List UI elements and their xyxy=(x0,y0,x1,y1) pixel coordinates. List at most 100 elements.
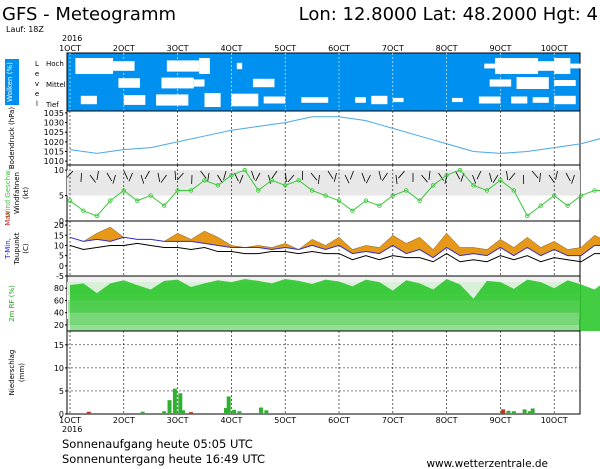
temp-axis-label-unit: (C) xyxy=(22,243,30,254)
wind-tick: 0 xyxy=(59,217,64,226)
wind-speed-point xyxy=(363,198,369,203)
wind-barb xyxy=(344,174,350,184)
time-axis-bottom: 1OCT 2OCT 3OCT 4OCT 5OCT 6OCT 7OCT 8OCT 9OCT 10OC… xyxy=(59,416,568,434)
temp-axis-label-max: Max xyxy=(4,211,12,225)
wind-barb xyxy=(123,170,129,180)
pressure-line xyxy=(69,116,600,154)
precip-bar xyxy=(140,411,145,414)
wind-axis-label-barbs: Windfahnen xyxy=(13,172,21,214)
cloud-block xyxy=(392,97,404,103)
cloud-block xyxy=(538,61,555,71)
pressure-tick: 1020 xyxy=(44,138,64,147)
cloud-block xyxy=(156,94,189,106)
wind-barb xyxy=(268,174,271,184)
precip-bar xyxy=(172,388,177,414)
wind-barb xyxy=(421,174,428,183)
cloud-block xyxy=(532,97,549,103)
precip-bar xyxy=(258,407,263,414)
pressure-tick: 1015 xyxy=(44,148,64,157)
wind-barb xyxy=(80,172,82,183)
temp-axis-label-dew: Taupunkt xyxy=(13,232,21,265)
precip-bar xyxy=(530,408,535,414)
cloud-block xyxy=(263,96,286,104)
wind-speed-point xyxy=(296,178,301,183)
time-label-bottom: 2OCT xyxy=(113,416,135,425)
wind-barb xyxy=(89,174,96,183)
wind-barb xyxy=(144,170,150,180)
time-label-top: 5OCT xyxy=(274,44,296,53)
cloud-level-label: Mittel xyxy=(46,81,66,89)
pressure-tick: 1010 xyxy=(44,157,64,166)
year-label-top: 2016 xyxy=(62,34,82,43)
wind-barb xyxy=(492,174,499,184)
wind-barb xyxy=(361,172,366,182)
humidity-tick: 40 xyxy=(54,309,64,318)
cloud-block xyxy=(570,63,582,69)
humidity-tick: 80 xyxy=(54,284,64,293)
wind-speed-point xyxy=(336,198,342,203)
cloud-level-label: Hoch xyxy=(46,60,64,68)
wind-barb xyxy=(333,172,337,182)
time-label-bottom: 8OCT xyxy=(436,416,458,425)
wind-speed-point xyxy=(67,198,73,203)
cloud-axis-label: Wolken (%) xyxy=(6,62,14,102)
wind-barb xyxy=(66,170,74,179)
wind-speed-point xyxy=(525,213,530,219)
wind-speed-point xyxy=(350,208,355,214)
level-title-letter: v xyxy=(35,80,39,88)
cloud-block xyxy=(204,93,221,107)
cloud-block xyxy=(236,62,243,70)
precip-bar xyxy=(232,409,237,414)
temp-tick: -5 xyxy=(56,272,64,281)
wind-speed-point xyxy=(94,213,100,219)
cloud-block xyxy=(123,95,146,105)
wind-speed-point xyxy=(108,198,113,203)
footer: Sonnenaufgang heute 05:05 UTC Sonnenunte… xyxy=(62,437,548,469)
cloud-block xyxy=(252,78,275,88)
wind-speed-point xyxy=(404,188,409,193)
time-label-bottom: 4OCT xyxy=(220,416,242,425)
wind-speed-point xyxy=(161,203,167,208)
humidity-tick: 60 xyxy=(54,296,64,305)
temp-tick: 10 xyxy=(54,241,64,250)
wind-barb xyxy=(106,172,113,182)
wind-speed-point xyxy=(538,203,543,208)
wind-speed-point xyxy=(175,188,180,193)
time-axis-top: 1OCT 2OCT 3OCT 4OCT 5OCT 6OCT 7OCT 8OCT 9OCT 10OC… xyxy=(59,44,568,53)
temp-axis-label-min: T-Min, xyxy=(4,238,12,260)
cloud-block xyxy=(371,95,388,105)
time-label-bottom: 6OCT xyxy=(328,416,350,425)
time-label-top: 6OCT xyxy=(328,44,350,53)
cloud-block xyxy=(231,93,259,107)
wind-speed-point xyxy=(390,193,395,198)
wind-barb xyxy=(398,170,405,179)
level-title-letter: e xyxy=(35,70,39,78)
time-label-bottom: 5OCT xyxy=(274,416,296,425)
wind-speed-point xyxy=(430,183,436,188)
wind-barb xyxy=(160,174,167,183)
time-label-top: 9OCT xyxy=(489,44,511,53)
time-label-top: 2OCT xyxy=(113,44,135,53)
cloud-label-bg xyxy=(5,59,19,105)
wind-barb xyxy=(255,172,261,182)
wind-speed-point xyxy=(188,188,194,193)
wind-tick: 10 xyxy=(54,166,64,175)
wind-speed-point xyxy=(323,193,328,198)
wind-barb xyxy=(128,172,133,182)
temp-tick: 0 xyxy=(59,262,64,271)
cloud-block xyxy=(301,97,329,103)
wind-barb xyxy=(174,170,177,181)
precip-bar xyxy=(237,411,242,414)
cloud-block xyxy=(75,58,114,74)
wind-barb xyxy=(472,174,477,184)
wind-speed-point xyxy=(511,188,517,193)
panels: Wolken (%) LevelHochMittelTiefBodendruck … xyxy=(4,52,600,419)
wind-speed-point xyxy=(202,178,207,183)
cloud-block xyxy=(478,96,501,104)
cloud-block xyxy=(451,97,463,103)
wind-barb xyxy=(96,170,99,180)
pressure-tick: 1030 xyxy=(44,119,64,128)
wind-speed-point xyxy=(269,178,274,183)
wind-barb xyxy=(157,172,161,182)
